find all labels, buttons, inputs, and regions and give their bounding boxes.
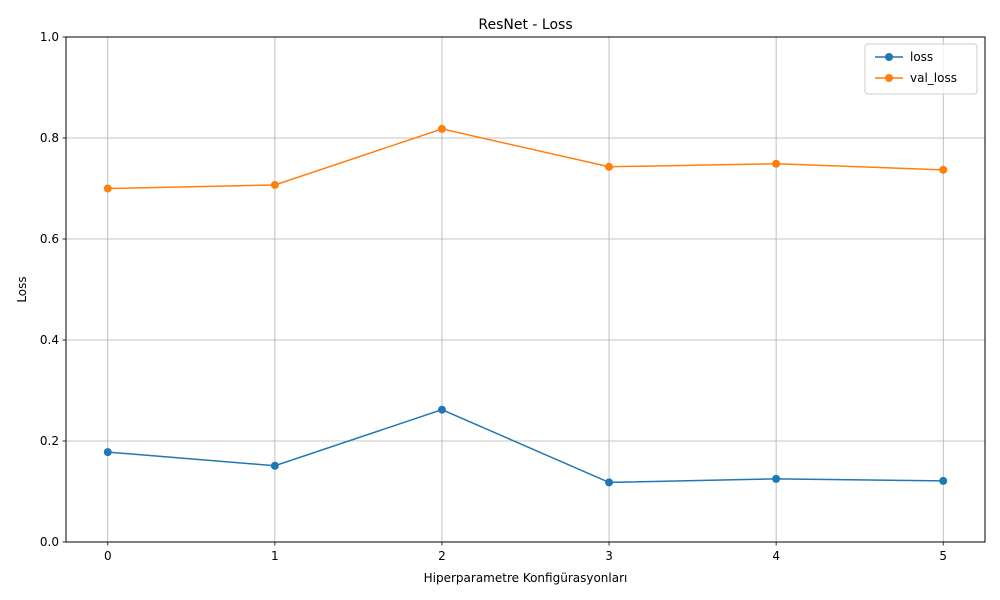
y-tick-label: 0.6 bbox=[40, 232, 59, 246]
y-tick-label: 0.4 bbox=[40, 333, 59, 347]
data-point-loss bbox=[270, 461, 279, 470]
data-point-loss bbox=[103, 448, 112, 457]
x-tick-label: 0 bbox=[104, 549, 112, 563]
series-line-val_loss bbox=[107, 128, 944, 190]
legend-label-loss: loss bbox=[910, 50, 933, 64]
data-point-loss bbox=[939, 476, 948, 485]
x-tick-label: 3 bbox=[605, 549, 613, 563]
data-point-val_loss bbox=[939, 165, 948, 174]
y-tick-label: 0.2 bbox=[40, 434, 59, 448]
series-line-loss bbox=[107, 408, 944, 484]
chart-title: ResNet - Loss bbox=[478, 17, 572, 33]
x-tick-label: 1 bbox=[271, 549, 279, 563]
data-point-val_loss bbox=[103, 184, 112, 193]
y-axis-label: Loss bbox=[15, 276, 29, 302]
legend-marker-loss bbox=[885, 53, 893, 61]
series-loss bbox=[103, 405, 948, 487]
x-tick-label: 2 bbox=[438, 549, 446, 563]
data-point-loss bbox=[437, 405, 446, 414]
legend: loss val_loss bbox=[864, 43, 978, 95]
data-point-val_loss bbox=[437, 124, 446, 133]
plot-frame bbox=[65, 36, 986, 543]
legend-marker-val_loss bbox=[885, 74, 893, 82]
y-tick-label: 1.0 bbox=[40, 30, 59, 44]
x-tick-label: 5 bbox=[939, 549, 947, 563]
data-point-val_loss bbox=[605, 162, 614, 171]
data-point-loss bbox=[605, 478, 614, 487]
series-val_loss bbox=[103, 124, 948, 193]
legend-label-val_loss: val_loss bbox=[910, 71, 957, 85]
axes: 0 1 2 3 4 5 0.0 0.2 0.4 0.6 0.8 1.0 bbox=[40, 30, 947, 563]
x-tick-label: 4 bbox=[772, 549, 780, 563]
series-layer bbox=[103, 124, 948, 487]
y-tick-label: 0.0 bbox=[40, 535, 59, 549]
data-point-val_loss bbox=[772, 159, 781, 168]
data-point-val_loss bbox=[270, 180, 279, 189]
x-axis-label: Hiperparametre Konfigürasyonları bbox=[424, 571, 628, 585]
data-point-loss bbox=[772, 474, 781, 483]
y-tick-label: 0.8 bbox=[40, 131, 59, 145]
